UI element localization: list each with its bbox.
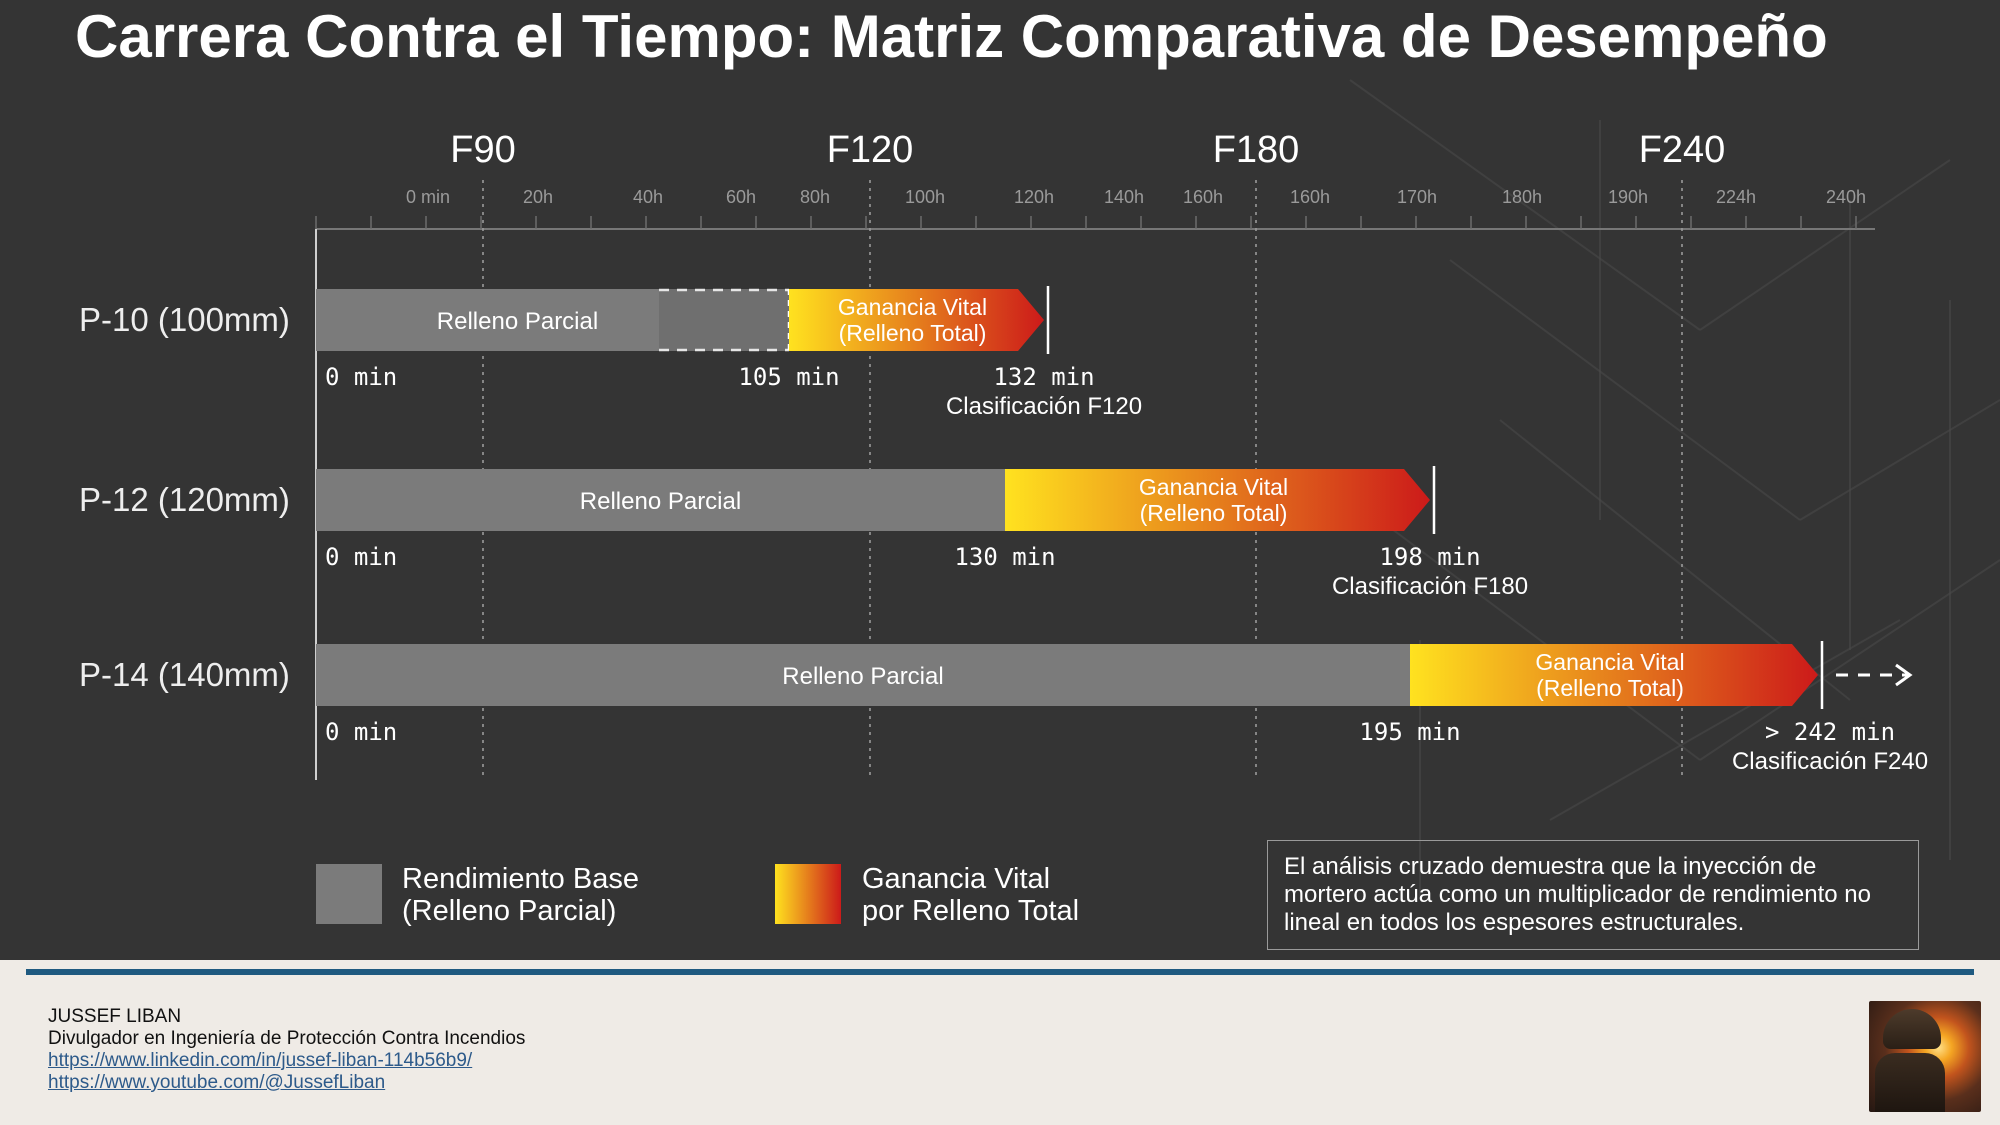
gain-label-line2: (Relleno Total) (839, 320, 987, 346)
legend: Rendimiento Base(Relleno Parcial) Gananci… (316, 863, 1079, 927)
tick-label: 60h (726, 187, 756, 207)
legend-gain-line1: Ganancia Vital (862, 863, 1050, 895)
tick-label: 170h (1397, 187, 1437, 207)
gain-label-line1: Ganancia Vital (838, 294, 987, 320)
tick-label: 160h (1183, 187, 1223, 207)
classification-result: Clasificación F180 (1332, 573, 1528, 600)
partial-bar (316, 644, 1410, 706)
legend-base-line2: (Relleno Parcial) (402, 895, 616, 927)
partial-bar (316, 469, 1005, 531)
start-time-label: 0 min (325, 363, 397, 391)
gain-bar (1410, 644, 1818, 706)
partial-bar-label: Relleno Parcial (437, 308, 598, 335)
row-label: P-12 (120mm) (79, 481, 290, 518)
author-role: Divulgador en Ingeniería de Protección C… (48, 1028, 526, 1049)
total-end-label: 132 min (993, 363, 1094, 391)
timeline-chart: 0 min 20h 40h 60h 80h 100h 120h 140h 160h 160h 170… (79, 79, 2000, 927)
analysis-note: El análisis cruzado demuestra que la iny… (1267, 840, 1919, 950)
tick-label: 80h (800, 187, 830, 207)
classification-label: F120 (827, 129, 914, 171)
author-name: JUSSEF LIBAN (48, 1006, 182, 1027)
bar-rows: P-10 (100mm) Relleno Parcial Ganancia Vita… (79, 286, 1928, 775)
gain-label-line2: (Relleno Total) (1140, 500, 1288, 526)
tick-label: 0 min (406, 187, 450, 207)
gain-bar (1005, 469, 1430, 531)
tick-label: 140h (1104, 187, 1144, 207)
chart-slide: Carrera Contra el Tiempo: Matriz Compara… (0, 0, 2000, 960)
author-block: JUSSEF LIBAN Divulgador en Ingeniería de… (48, 1006, 525, 1094)
gain-label-line1: Ganancia Vital (1139, 474, 1288, 500)
classification-label: F90 (450, 129, 515, 171)
partial-end-label: 195 min (1359, 718, 1460, 746)
classification-result: Clasificación F120 (946, 393, 1142, 420)
classification-result: Clasificación F240 (1732, 748, 1928, 775)
tick-label: 100h (905, 187, 945, 207)
start-time-label: 0 min (325, 718, 397, 746)
youtube-link[interactable]: https://www.youtube.com/@JussefLiban (48, 1072, 386, 1093)
tick-label: 120h (1014, 187, 1054, 207)
partial-bar-label: Relleno Parcial (580, 488, 741, 515)
classification-label: F240 (1639, 129, 1726, 171)
bar-row: P-10 (100mm) Relleno Parcial Ganancia Vita… (79, 286, 1142, 420)
tick-label: 180h (1502, 187, 1542, 207)
tick-label: 20h (523, 187, 553, 207)
start-time-label: 0 min (325, 543, 397, 571)
bar-row: P-12 (120mm) Relleno Parcial Ganancia Vita… (79, 466, 1528, 600)
page-title: Carrera Contra el Tiempo: Matriz Compara… (75, 3, 1828, 70)
gain-label-line1: Ganancia Vital (1535, 649, 1684, 675)
legend-base-line1: Rendimiento Base (402, 863, 639, 895)
bar-row: P-14 (140mm) Relleno Parcial Ganancia Vita… (79, 641, 1928, 775)
firefighter-photo (1869, 1001, 1981, 1112)
partial-dashed-zone (659, 289, 789, 351)
tick-label: 224h (1716, 187, 1756, 207)
tick-label: 40h (633, 187, 663, 207)
tick-label: 240h (1826, 187, 1866, 207)
legend-base-swatch (316, 864, 382, 924)
total-end-label: 198 min (1379, 543, 1480, 571)
total-end-label: > 242 min (1765, 718, 1895, 746)
tick-label: 160h (1290, 187, 1330, 207)
gain-label-line2: (Relleno Total) (1536, 675, 1684, 701)
row-label: P-14 (140mm) (79, 656, 290, 693)
partial-bar-label: Relleno Parcial (782, 663, 943, 690)
partial-end-label: 105 min (738, 363, 839, 391)
classification-label: F180 (1213, 129, 1300, 171)
partial-end-label: 130 min (954, 543, 1055, 571)
tick-label: 190h (1608, 187, 1648, 207)
row-label: P-10 (100mm) (79, 301, 290, 338)
linkedin-link[interactable]: https://www.linkedin.com/in/jussef-liban… (48, 1050, 473, 1071)
footer-divider (26, 969, 1974, 975)
legend-gain-swatch (775, 864, 841, 924)
legend-gain-line2: por Relleno Total (862, 895, 1079, 927)
background-pattern (1349, 79, 2000, 900)
gain-bar (789, 289, 1044, 351)
